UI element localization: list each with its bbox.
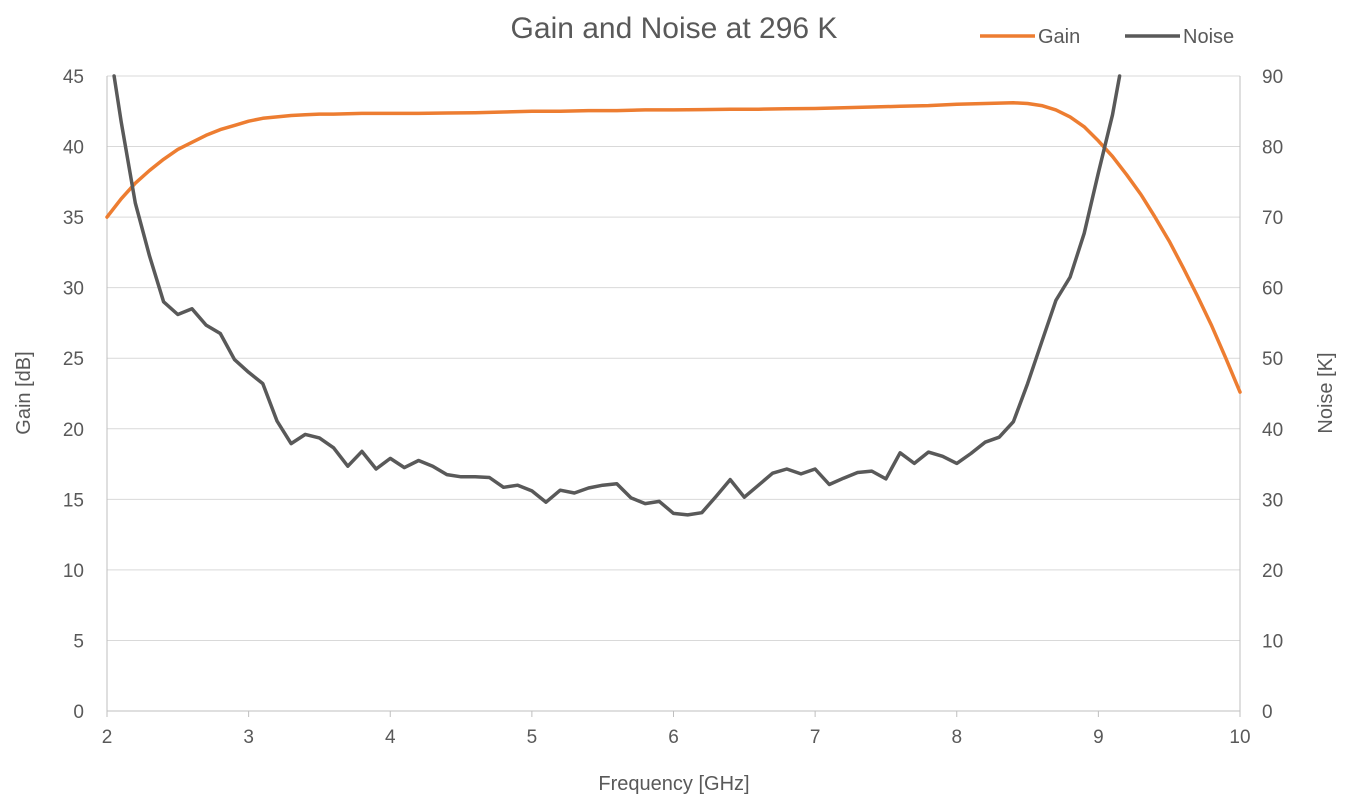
y-left-tick-label-0: 0: [73, 702, 84, 723]
gridlines: [107, 75, 1240, 712]
x-tick-label-7: 9: [1093, 727, 1104, 748]
x-tick-label-1: 3: [243, 727, 254, 748]
y-right-tick-label-8: 80: [1262, 138, 1283, 159]
x-tick-label-2: 4: [385, 727, 396, 748]
y-left-tick-label-5: 25: [63, 349, 84, 370]
y-right-tick-label-4: 40: [1262, 420, 1283, 441]
y-right-tick-label-0: 0: [1262, 702, 1273, 723]
series-lines: [105, 74, 1242, 517]
series-noise-line: [112, 74, 1122, 517]
chart-title: Gain and Noise at 296 K: [511, 12, 838, 45]
y-left-tick-label-4: 20: [63, 420, 84, 441]
y-right-tick-label-5: 50: [1262, 349, 1283, 370]
legend-noise-label: Noise: [1183, 26, 1234, 48]
y-right-tick-label-3: 30: [1262, 490, 1283, 511]
y-left-tick-label-7: 35: [63, 208, 84, 229]
legend-gain-label: Gain: [1038, 26, 1080, 48]
y-left-tick-label-9: 45: [63, 67, 84, 88]
x-tick-label-4: 6: [668, 727, 679, 748]
x-tick-label-6: 8: [951, 727, 962, 748]
y-axis-right-label: Noise [K]: [1315, 352, 1337, 433]
axes: [106, 76, 1241, 717]
y-axis-left-label: Gain [dB]: [13, 351, 35, 434]
x-tick-label-3: 5: [527, 727, 538, 748]
series-gain-line: [105, 101, 1242, 394]
x-tick-label-8: 10: [1229, 727, 1250, 748]
y-right-tick-label-7: 70: [1262, 208, 1283, 229]
y-left-tick-label-3: 15: [63, 490, 84, 511]
y-left-tick-label-6: 30: [63, 279, 84, 300]
y-left-tick-label-1: 5: [73, 631, 84, 652]
tick-labels: 2 3 4 5 6 7 8 9 10051015202530354045010203040506…: [63, 67, 1283, 748]
y-right-tick-label-2: 20: [1262, 561, 1283, 582]
y-right-tick-label-6: 60: [1262, 279, 1283, 300]
x-tick-label-5: 7: [810, 727, 821, 748]
y-right-tick-label-9: 90: [1262, 67, 1283, 88]
y-left-tick-label-8: 40: [63, 138, 84, 159]
x-tick-label-0: 2: [102, 727, 113, 748]
y-left-tick-label-2: 10: [63, 561, 84, 582]
legend: Gain Noise: [980, 26, 1234, 48]
y-right-tick-label-1: 10: [1262, 631, 1283, 652]
x-axis-label: Frequency [GHz]: [598, 773, 749, 795]
